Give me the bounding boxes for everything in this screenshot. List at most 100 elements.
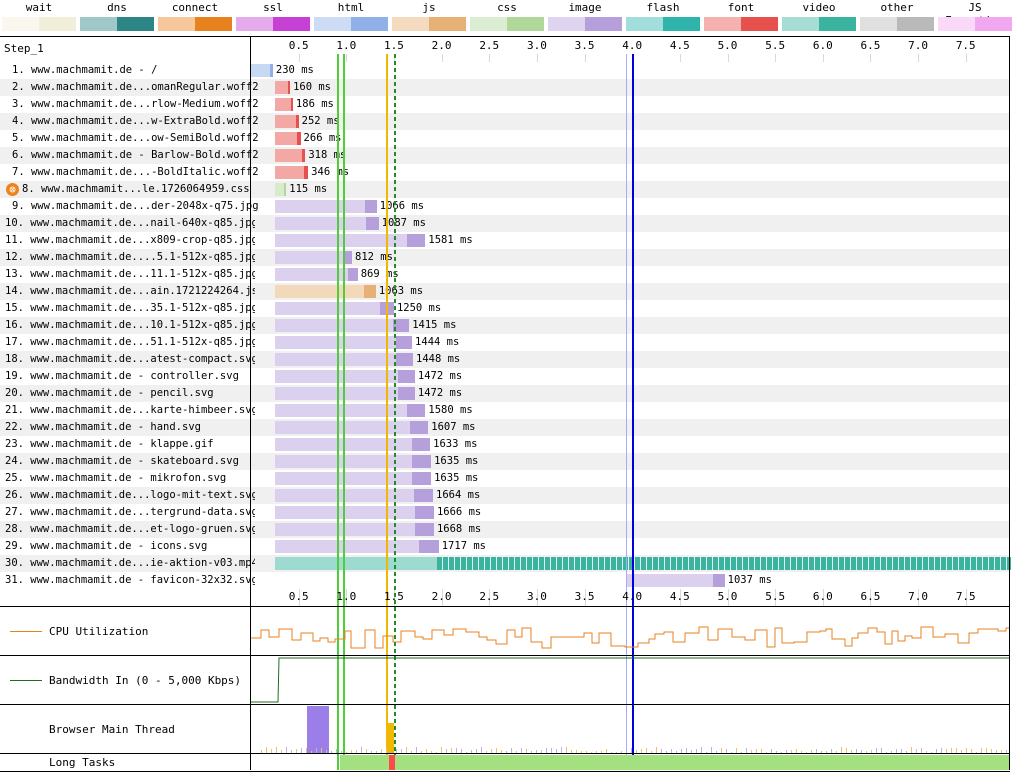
request-bar (274, 166, 309, 179)
main-thread-tick (576, 750, 577, 753)
request-row[interactable]: 6. www.machmamit.de - Barlow-Bold.woff2 3… (0, 147, 1010, 164)
main-thread-tick (501, 750, 502, 753)
main-thread-tick (876, 748, 877, 753)
request-row[interactable]: 4. www.machmamit.de...w-ExtraBold.woff2 2… (0, 113, 1010, 130)
request-row[interactable]: 22. www.machmamit.de - hand.svg 1607 ms (0, 419, 1010, 436)
main-thread-tick (936, 749, 937, 753)
main-thread-tick (996, 750, 997, 753)
bandwidth-graph (251, 657, 1010, 703)
request-row[interactable]: 3. www.machmamit.de...rlow-Medium.woff2 1… (0, 96, 1010, 113)
request-row[interactable]: 5. www.machmamit.de...ow-SemiBold.woff2 2… (0, 130, 1010, 147)
legend-label: css (497, 1, 517, 14)
request-label[interactable]: 15. www.machmamit.de...35.1-512x-q85.jpg (5, 302, 255, 314)
main-thread-tick (281, 750, 282, 753)
legend-label: flash (646, 1, 680, 14)
request-label[interactable]: 19. www.machmamit.de - controller.svg (5, 370, 239, 382)
main-thread-tick (511, 748, 512, 753)
main-thread-tick (616, 752, 617, 753)
request-row[interactable]: 23. www.machmamit.de - klappe.gif 1633 ms (0, 436, 1010, 453)
request-row[interactable]: 19. www.machmamit.de - controller.svg 147… (0, 368, 1010, 385)
main-thread-tick (811, 750, 812, 753)
request-label[interactable]: 2. www.machmamit.de...omanRegular.woff2 (12, 81, 259, 93)
request-bar (274, 455, 432, 468)
request-row[interactable]: 11. www.machmamit.de...x809-crop-q85.jpg… (0, 232, 1010, 249)
main-thread-tick (971, 749, 972, 753)
main-thread-tick (441, 747, 442, 753)
request-row[interactable]: 1. www.machmamit.de - / 230 ms (0, 62, 1010, 79)
request-label[interactable]: 31. www.machmamit.de - favicon-32x32.svg (5, 574, 255, 586)
request-label[interactable]: 27. www.machmamit.de...tergrund-data.svg (5, 506, 255, 518)
request-duration: 1633 ms (433, 438, 478, 450)
request-row[interactable]: 14. www.machmamit.de...ain.1721224264.js… (0, 283, 1010, 300)
request-bar-receive (398, 387, 415, 400)
main-thread-tick (566, 747, 567, 753)
request-label[interactable]: 23. www.machmamit.de - klappe.gif (5, 438, 214, 450)
request-row[interactable]: 15. www.machmamit.de...35.1-512x-q85.jpg… (0, 300, 1010, 317)
request-label[interactable]: 24. www.machmamit.de - skateboard.svg (5, 455, 239, 467)
long-tasks-label: Long Tasks (49, 756, 116, 769)
request-row[interactable]: 21. www.machmamit.de...karte-himbeer.svg… (0, 402, 1010, 419)
request-row[interactable]: 7. www.machmamit.de...-BoldItalic.woff2 3… (0, 164, 1010, 181)
request-row[interactable]: 28. www.machmamit.de...et-logo-gruen.svg… (0, 521, 1010, 538)
request-label[interactable]: 5. www.machmamit.de...ow-SemiBold.woff2 (12, 132, 259, 144)
request-label[interactable]: 29. www.machmamit.de - icons.svg (5, 540, 208, 552)
request-row[interactable]: 27. www.machmamit.de...tergrund-data.svg… (0, 504, 1010, 521)
request-label[interactable]: 7. www.machmamit.de...-BoldItalic.woff2 (12, 166, 259, 178)
request-row[interactable]: 20. www.machmamit.de - pencil.svg 1472 ms (0, 385, 1010, 402)
request-label[interactable]: 18. www.machmamit.de...atest-compact.svg (5, 353, 255, 365)
request-label[interactable]: 28. www.machmamit.de...et-logo-gruen.svg (5, 523, 255, 535)
request-label[interactable]: 4. www.machmamit.de...w-ExtraBold.woff2 (12, 115, 259, 127)
legend-label: image (568, 1, 602, 14)
request-label[interactable]: 16. www.machmamit.de...10.1-512x-q85.jpg (5, 319, 255, 331)
main-thread-tick (486, 751, 487, 753)
request-label[interactable]: 26. www.machmamit.de...logo-mit-text.svg (5, 489, 255, 501)
axis-top-tick: 6.5 (860, 39, 881, 52)
axis-top-tick: 5.5 (765, 39, 786, 52)
request-row[interactable]: 30. www.machmamit.de...ie-aktion-v03.mp4 (0, 555, 1011, 572)
request-duration: 266 ms (303, 132, 342, 144)
request-label[interactable]: 25. www.machmamit.de - mikrofon.svg (5, 472, 227, 484)
main-thread-tick (976, 752, 977, 753)
request-label[interactable]: 14. www.machmamit.de...ain.1721224264.js (5, 285, 255, 297)
main-thread-tick (831, 749, 832, 753)
request-label[interactable]: 9. www.machmamit.de...der-2048x-q75.jpg (12, 200, 259, 212)
main-thread-tick (401, 749, 402, 753)
main-thread-tick (386, 748, 387, 753)
request-label[interactable]: 30. www.machmamit.de...ie-aktion-v03.mp4 (5, 557, 255, 569)
request-bar-receive (347, 268, 358, 281)
request-label[interactable]: ⊗ 8. www.machmamit...le.1726064959.css (0, 181, 250, 198)
request-row[interactable]: 31. www.machmamit.de - favicon-32x32.svg… (0, 572, 1010, 589)
request-label[interactable]: 1. www.machmamit.de - / (12, 64, 158, 76)
request-label[interactable]: 12. www.machmamit.de....5.1-512x-q85.jpg (5, 251, 255, 263)
axis-bottom-tick: 1.0 (336, 590, 357, 603)
request-label[interactable]: 21. www.machmamit.de...karte-himbeer.svg (5, 404, 255, 416)
request-row[interactable]: 29. www.machmamit.de - icons.svg 1717 ms (0, 538, 1010, 555)
request-label[interactable]: 20. www.machmamit.de - pencil.svg (5, 387, 214, 399)
request-row[interactable]: 12. www.machmamit.de....5.1-512x-q85.jpg… (0, 249, 1010, 266)
main-thread-tick (611, 752, 612, 753)
request-label[interactable]: 17. www.machmamit.de...51.1-512x-q85.jpg (5, 336, 255, 348)
request-row[interactable]: 2. www.machmamit.de...omanRegular.woff2 1… (0, 79, 1010, 96)
main-thread-tick (276, 747, 277, 753)
request-row[interactable]: 17. www.machmamit.de...51.1-512x-q85.jpg… (0, 334, 1010, 351)
request-label[interactable]: 22. www.machmamit.de - hand.svg (5, 421, 201, 433)
request-row[interactable]: 16. www.machmamit.de...10.1-512x-q85.jpg… (0, 317, 1010, 334)
request-label[interactable]: 13. www.machmamit.de...11.1-512x-q85.jpg (5, 268, 255, 280)
request-row[interactable]: 26. www.machmamit.de...logo-mit-text.svg… (0, 487, 1010, 504)
main-thread-tick (691, 750, 692, 753)
request-label[interactable]: 3. www.machmamit.de...rlow-Medium.woff2 (12, 98, 259, 110)
legend-label: js (422, 1, 436, 14)
request-row[interactable]: 9. www.machmamit.de...der-2048x-q75.jpg 1… (0, 198, 1010, 215)
request-row[interactable]: 13. www.machmamit.de...11.1-512x-q85.jpg… (0, 266, 1010, 283)
request-row[interactable]: 10. www.machmamit.de...nail-640x-q85.jpg… (0, 215, 1010, 232)
request-row[interactable]: 24. www.machmamit.de - skateboard.svg 163… (0, 453, 1010, 470)
request-row[interactable]: ⊗ 8. www.machmamit...le.1726064959.css 115… (0, 181, 1010, 198)
request-row[interactable]: 18. www.machmamit.de...atest-compact.svg… (0, 351, 1010, 368)
request-label[interactable]: 6. www.machmamit.de - Barlow-Bold.woff2 (12, 149, 259, 161)
request-row[interactable]: 25. www.machmamit.de - mikrofon.svg 1635 … (0, 470, 1010, 487)
main-thread-script-block (388, 723, 394, 753)
request-bar-receive (366, 217, 379, 230)
request-bar-receive (288, 81, 291, 94)
request-label[interactable]: 11. www.machmamit.de...x809-crop-q85.jpg (5, 234, 255, 246)
request-label[interactable]: 10. www.machmamit.de...nail-640x-q85.jpg (5, 217, 255, 229)
